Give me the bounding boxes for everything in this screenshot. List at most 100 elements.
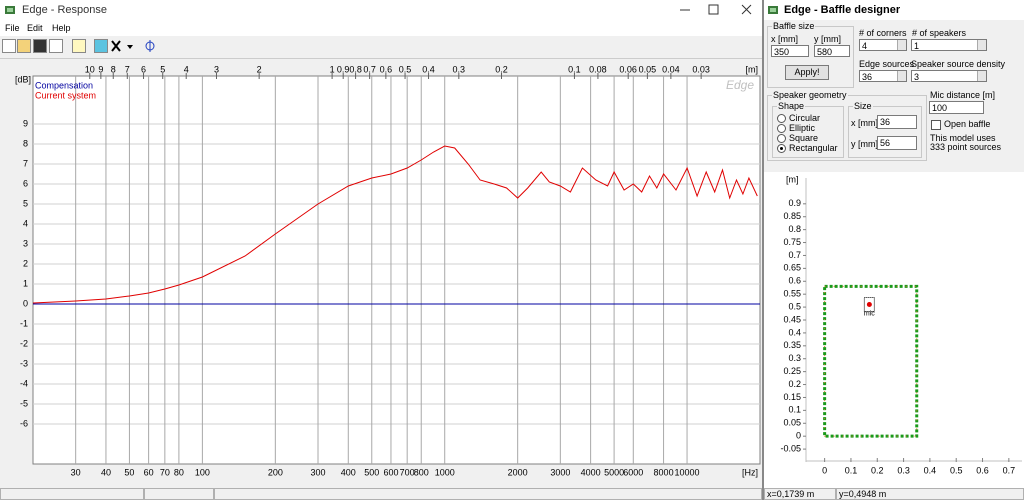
apply-button[interactable]: Apply! — [785, 65, 829, 80]
edge-sources — [824, 285, 918, 437]
y-tick-label: 0.1 — [788, 405, 801, 415]
x-tick-label: 800 — [414, 467, 429, 477]
x-tick-label: 8000 — [654, 467, 674, 477]
group-label: Speaker geometry — [772, 90, 848, 100]
x-axis-label: [Hz] — [742, 467, 758, 477]
shape-group: Shape Circular Elliptic Square Rectangular — [772, 101, 844, 158]
corners-input[interactable]: 4 — [859, 39, 907, 51]
radio-button[interactable] — [777, 144, 786, 153]
info-text: This model uses — [930, 133, 996, 143]
x2-tick-label: 0.3 — [453, 64, 466, 74]
baffle-outline — [823, 284, 919, 438]
spin[interactable] — [977, 71, 986, 81]
window-controls[interactable] — [670, 0, 762, 20]
response-window: Edge - Response File Edit Help -6 -5 -4 -3 -… — [0, 0, 762, 500]
phase-button[interactable] — [143, 39, 157, 53]
status-panel — [214, 488, 762, 500]
radio-button[interactable] — [777, 134, 786, 143]
x-tick-label: 0.5 — [950, 465, 963, 475]
group-label: Shape — [777, 101, 806, 111]
x-tick-label: 400 — [341, 467, 356, 477]
speakers-input[interactable]: 1 — [911, 39, 987, 51]
x2-tick-label: 9 — [98, 64, 103, 74]
field-label: y [mm] — [814, 34, 841, 44]
size-y-input[interactable]: 56 — [877, 136, 917, 150]
menu-item[interactable]: Edit — [27, 23, 43, 33]
x2-tick-label: 6 — [141, 64, 146, 74]
field-label: Edge sources — [859, 59, 915, 69]
x-tick-label: 60 — [144, 467, 154, 477]
baffle-x-input[interactable]: 350 — [771, 45, 809, 57]
geometry-group: Speaker geometry Shape Circular Elliptic S… — [767, 90, 927, 161]
x-tick-label: 0.3 — [897, 465, 910, 475]
open-button[interactable] — [17, 39, 31, 53]
x-tick-label: 40 — [101, 467, 111, 477]
spin[interactable] — [897, 40, 906, 50]
checkbox-label: Open baffle — [944, 119, 991, 129]
y-tick-label: 0.85 — [783, 211, 801, 221]
y-tick-label: 0.75 — [783, 237, 801, 247]
y-tick-label: 8 — [23, 138, 28, 148]
x2-tick-label: 1 — [330, 64, 335, 74]
app-icon — [5, 6, 15, 14]
x-tick-label: 600 — [383, 467, 398, 477]
field-label: x [mm] — [771, 34, 798, 44]
status-panel — [0, 488, 144, 500]
menu-item[interactable]: Help — [52, 23, 71, 33]
annotation: mic — [864, 310, 875, 317]
x-tick-label: 30 — [71, 467, 81, 477]
x-tick-label: 5000 — [604, 467, 624, 477]
x2-tick-label: 7 — [125, 64, 130, 74]
spin[interactable] — [897, 71, 906, 81]
x2-tick-label: 0.1 — [568, 64, 581, 74]
delete-button[interactable] — [110, 39, 136, 53]
x2-tick-label: 0.05 — [639, 64, 657, 74]
mic-distance-input[interactable]: 100 — [929, 101, 984, 114]
baffle-window: Edge - Baffle designer — [762, 0, 1024, 500]
edge-sources-input[interactable]: 36 — [859, 70, 907, 82]
y-tick-label: 0 — [796, 431, 801, 441]
group-label: Size — [853, 101, 873, 111]
legend-entry: Compensation — [35, 80, 93, 90]
new-button[interactable] — [2, 39, 16, 53]
open-baffle-checkbox[interactable] — [931, 120, 941, 130]
group-label: Baffle size — [772, 21, 816, 31]
y-tick-label: -1 — [20, 318, 28, 328]
y-tick-label: 1 — [23, 278, 28, 288]
spin[interactable] — [977, 40, 986, 50]
radio-button[interactable] — [777, 114, 786, 123]
y-tick-label: 0.8 — [788, 224, 801, 234]
x-tick-label: 4000 — [581, 467, 601, 477]
y-tick-label: -3 — [20, 358, 28, 368]
fill-button[interactable] — [94, 39, 108, 53]
size-x-input[interactable]: 36 — [877, 115, 917, 129]
title-bar: Edge - Response — [0, 0, 762, 20]
density-input[interactable]: 3 — [911, 70, 987, 82]
menu-item[interactable]: File — [5, 23, 20, 33]
x2-tick-label: 10 — [85, 64, 95, 74]
field-label: x [mm] — [851, 118, 878, 128]
field-value: 4 — [862, 41, 868, 51]
y-tick-label: -5 — [20, 398, 28, 408]
y-tick-label: 9 — [23, 118, 28, 128]
x2-tick-label: 0.6 — [380, 64, 393, 74]
baffle-y-input[interactable]: 580 — [814, 45, 850, 57]
x2-tick-label: 0.03 — [692, 64, 710, 74]
save-button[interactable] — [33, 39, 47, 53]
radio-button[interactable] — [777, 124, 786, 133]
y-tick-label: 0.7 — [788, 250, 801, 260]
radio-label: Square — [789, 133, 819, 143]
watermark: Edge — [726, 78, 754, 92]
x-tick-label: 0.6 — [976, 465, 989, 475]
copy-button[interactable] — [49, 39, 63, 53]
x2-tick-label: 2 — [257, 64, 262, 74]
y-tick-label: 0.55 — [783, 289, 801, 299]
size-group: Size x [mm] 36 y [mm] 56 — [848, 101, 922, 158]
x2-tick-label: 0.5 — [399, 64, 412, 74]
x-tick-label: 500 — [364, 467, 379, 477]
x2-tick-label: 4 — [184, 64, 189, 74]
info-text: 333 point sources — [930, 142, 1002, 152]
baffle-size-group: Baffle size x [mm] y [mm] 350 580 Apply! — [767, 21, 854, 88]
baffle-form: Baffle size x [mm] y [mm] 350 580 Apply!… — [764, 20, 1024, 170]
draw-button[interactable] — [72, 39, 86, 53]
